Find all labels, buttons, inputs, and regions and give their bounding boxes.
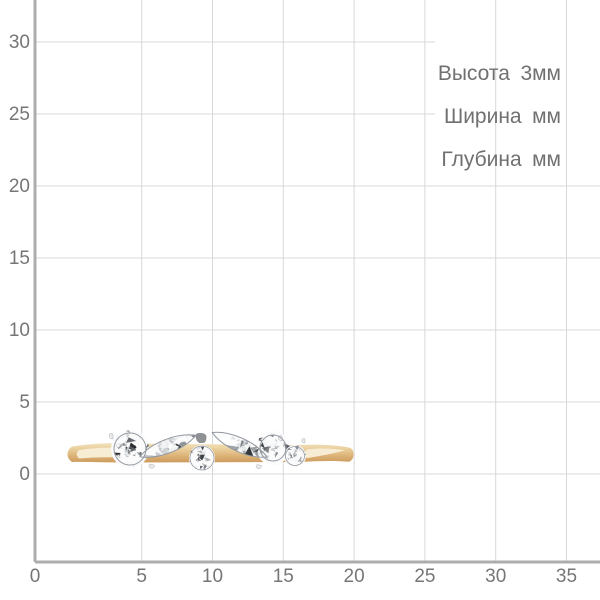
svg-text:30: 30	[485, 566, 506, 587]
svg-text:30: 30	[9, 32, 30, 53]
svg-text:0: 0	[30, 566, 41, 587]
svg-text:25: 25	[414, 566, 435, 587]
svg-text:Глубина мм: Глубина мм	[441, 148, 561, 171]
svg-text:35: 35	[556, 566, 577, 587]
svg-text:5: 5	[136, 566, 147, 587]
svg-text:5: 5	[19, 392, 30, 413]
svg-text:0: 0	[19, 464, 30, 485]
svg-text:10: 10	[9, 320, 30, 341]
svg-text:25: 25	[9, 104, 30, 125]
svg-text:Ширина мм: Ширина мм	[444, 105, 561, 128]
svg-text:15: 15	[9, 248, 30, 269]
svg-text:Высота 3мм: Высота 3мм	[438, 62, 561, 85]
svg-text:20: 20	[9, 176, 30, 197]
svg-text:20: 20	[344, 566, 365, 587]
svg-text:15: 15	[273, 566, 294, 587]
svg-text:10: 10	[202, 566, 223, 587]
